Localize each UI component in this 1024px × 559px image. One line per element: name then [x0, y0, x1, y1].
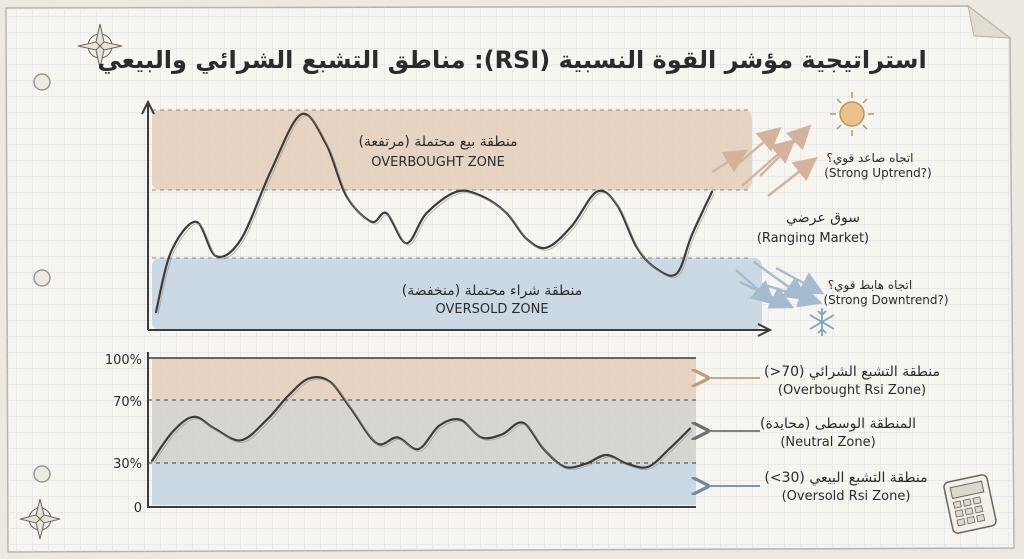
rsi-tick-0: 0: [134, 501, 142, 516]
rsi-panel: 100% 70% 30% 0 منطقة التشبع الشرائي (70<…: [105, 352, 997, 534]
price-series-line: [154, 112, 714, 314]
binder-hole: [33, 269, 51, 287]
rsi-ob-label-ar: منطقة التشبع الشرائي (70<): [764, 364, 940, 380]
price-series-sketch: [157, 115, 715, 315]
uptrend-label-en: (Strong Uptrend?): [824, 166, 931, 180]
rsi-oversold-band: [152, 463, 696, 505]
rsi-os-label-en: (Oversold Rsi Zone): [782, 489, 911, 504]
rsi-overbought-band: [152, 358, 696, 400]
rsi-axes: [147, 352, 696, 508]
overbought-label-en: OVERBOUGHT ZONE: [371, 155, 505, 170]
ranging-label-ar: سوق عرضي: [786, 210, 860, 226]
uptrend-label-ar: اتجاه صاعد قوي؟: [827, 151, 914, 166]
ranging-label-en: (Ranging Market): [757, 231, 869, 246]
snowflake-icon: [809, 308, 835, 336]
overbought-label-ar: منطقة بيع محتملة (مرتفعة): [358, 134, 517, 150]
binder-hole: [33, 73, 51, 91]
calculator-icon: [943, 474, 997, 534]
oversold-label-ar: منطقة شراء محتملة (منخفضة): [402, 283, 582, 299]
rsi-tick-100: 100%: [105, 353, 142, 368]
downtrend-label-en: (Strong Downtrend?): [823, 293, 948, 307]
overbought-band: [152, 110, 752, 190]
rsi-neutral-label-ar: المنطقة الوسطى (محايدة): [760, 416, 916, 432]
sun-icon: [830, 92, 874, 136]
price-panel: منطقة بيع محتملة (مرتفعة) OVERBOUGHT ZON…: [141, 92, 949, 337]
rsi-tick-30: 30%: [113, 457, 142, 472]
rsi-neutral-label-en: (Neutral Zone): [780, 435, 875, 450]
rsi-tick-70: 70%: [113, 395, 142, 410]
rsi-series-sketch: [153, 378, 693, 471]
rsi-ob-label-en: (Overbought Rsi Zone): [778, 383, 926, 398]
downtrend-arrows: [735, 261, 825, 309]
page-curl: [967, 4, 1012, 39]
x-axis-arrow: [757, 323, 773, 337]
oversold-label-en: OVERSOLD ZONE: [435, 302, 548, 317]
uptrend-arrows: [711, 124, 818, 197]
rsi-series-line: [150, 376, 692, 469]
oversold-band: [152, 258, 762, 330]
rsi-neutral-band: [152, 400, 696, 463]
compass-icon: [19, 498, 61, 540]
downtrend-label-ar: اتجاه هابط قوي؟: [828, 278, 912, 293]
compass-icon: [77, 23, 123, 69]
y-axis-arrow: [141, 99, 155, 115]
binder-hole: [33, 465, 51, 483]
rsi-os-label-ar: منطقة التشبع البيعي (30>): [764, 470, 927, 486]
page-title: استراتيجية مؤشر القوة النسبية (RSI): منا…: [97, 46, 926, 74]
